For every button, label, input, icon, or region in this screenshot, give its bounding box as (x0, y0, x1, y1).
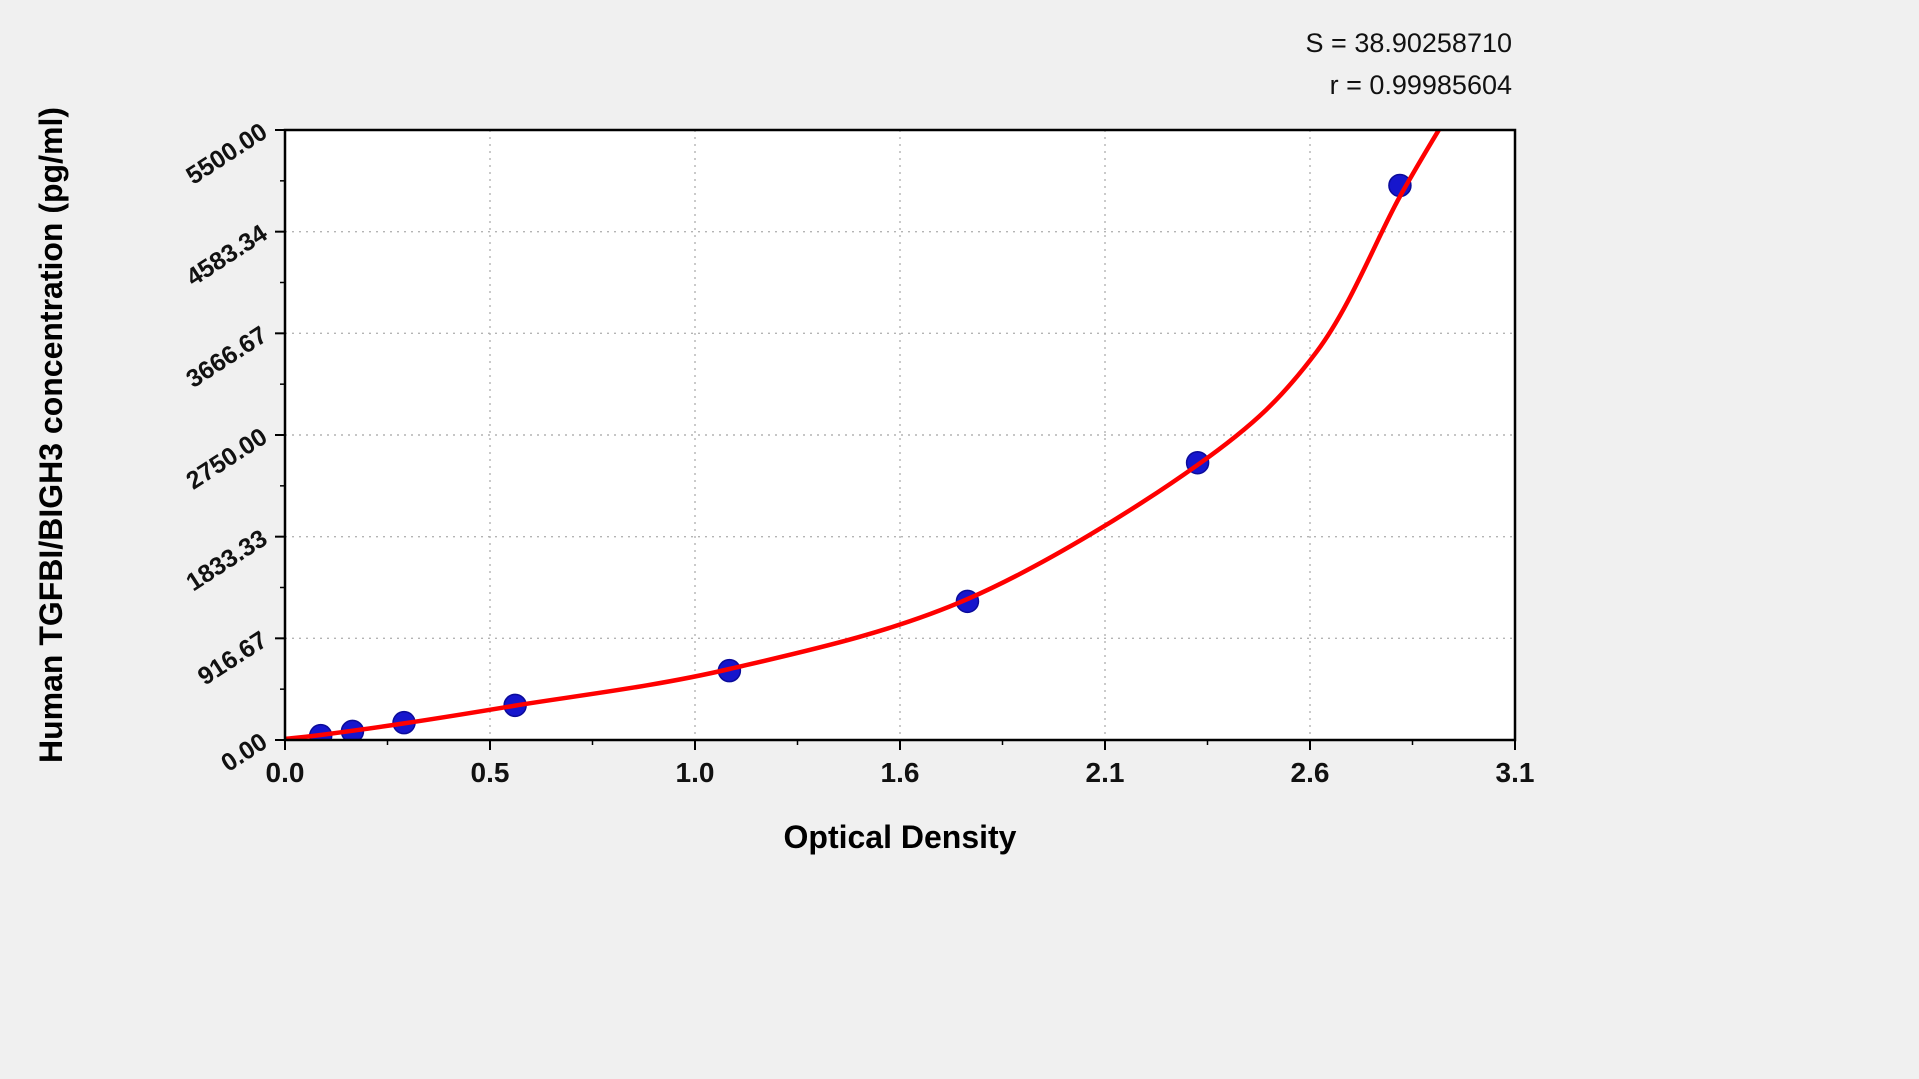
stat-r-value: r = 0.99985604 (1330, 70, 1512, 100)
y-tick-label: 3666.67 (181, 321, 272, 394)
y-tick-label: 0.00 (216, 728, 272, 778)
y-tick-label: 4583.34 (181, 219, 272, 292)
x-tick-label: 1.6 (881, 757, 920, 788)
y-axis-title: Human TGFBI/BIGH3 concentration (pg/ml) (33, 107, 69, 763)
x-tick-label: 2.1 (1086, 757, 1125, 788)
x-tick-label: 1.0 (676, 757, 715, 788)
x-tick-label: 2.6 (1291, 757, 1330, 788)
fitted-curve-line (285, 130, 1442, 740)
x-tick-label: 0.0 (266, 757, 305, 788)
plot-area: 0.0 0.5 1.0 1.6 2.1 2.6 3.1 0.00 916.67 1833.33 27… (181, 118, 1535, 788)
x-tick-label: 3.1 (1496, 757, 1535, 788)
y-tick-label: 5500.00 (181, 118, 272, 191)
plot-border (283, 128, 1517, 742)
stat-s-value: S = 38.90258710 (1306, 28, 1512, 58)
y-tick-label: 916.67 (193, 626, 272, 691)
y-tick-label: 1833.33 (181, 524, 272, 597)
x-tick-label: 0.5 (471, 757, 510, 788)
y-tick-label: 2750.00 (181, 423, 272, 496)
x-axis-title: Optical Density (784, 819, 1017, 855)
